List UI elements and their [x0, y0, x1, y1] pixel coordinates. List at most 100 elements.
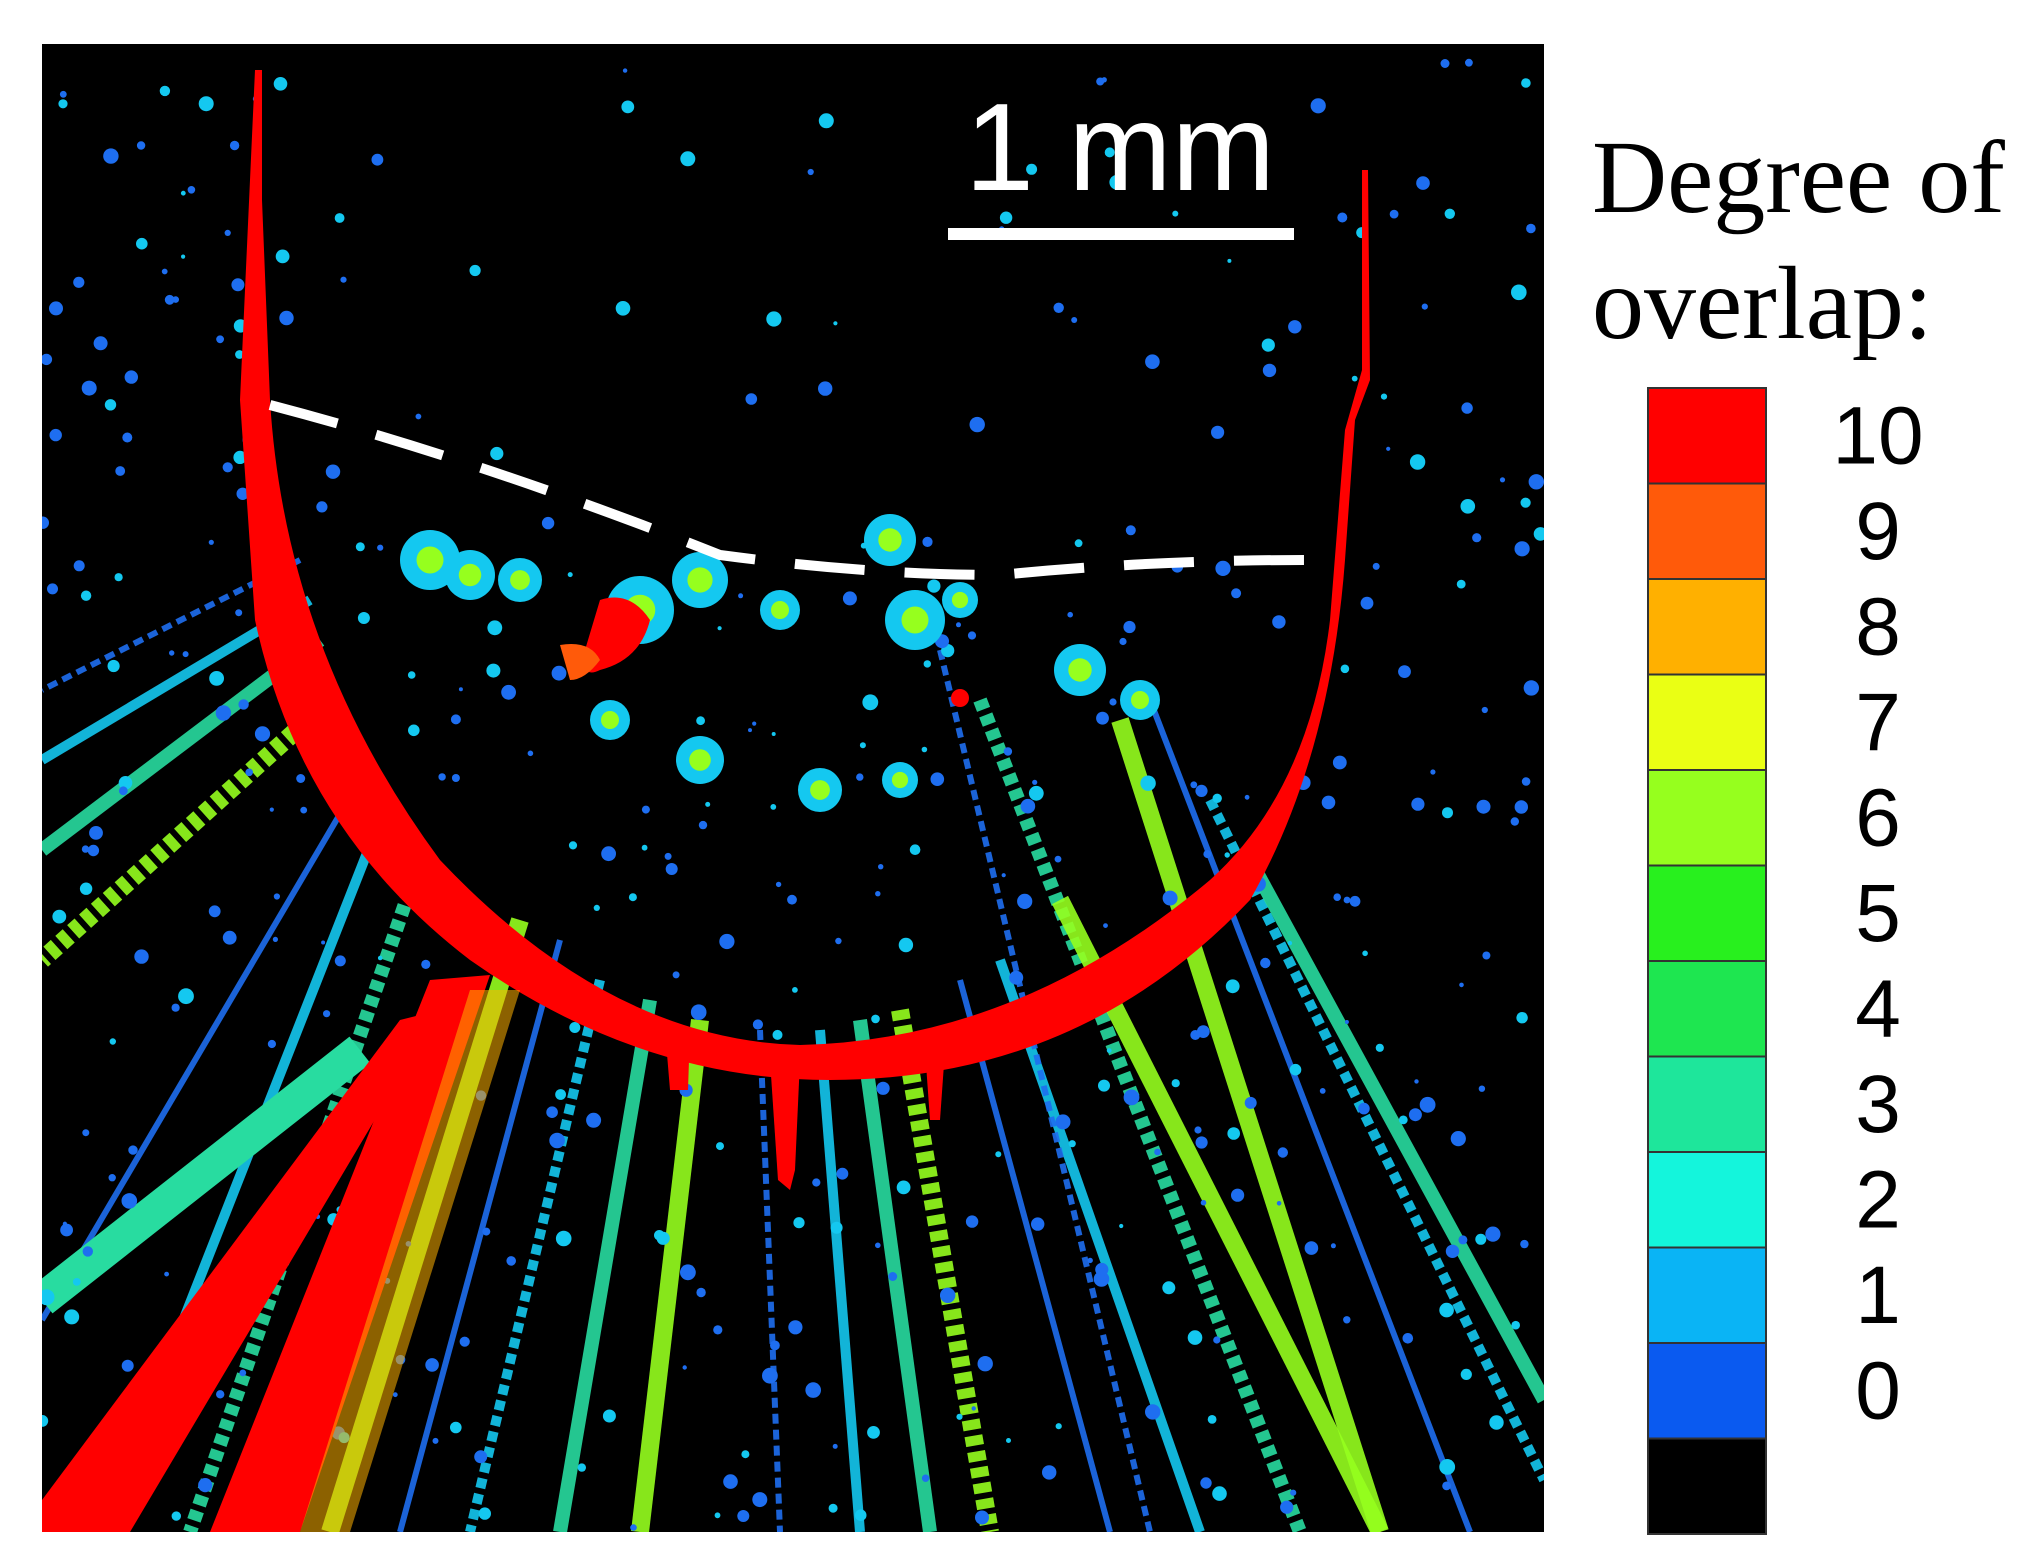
- particle-dot: [80, 590, 92, 601]
- overlap-drip: [925, 1050, 945, 1120]
- particle-dot: [109, 1038, 117, 1045]
- particle-dot: [836, 1167, 849, 1180]
- particle-trace: [937, 649, 1153, 1532]
- particle-dot: [1227, 1127, 1240, 1140]
- particle-dot: [665, 863, 678, 875]
- particle-cluster-core: [951, 591, 969, 609]
- particle-dot: [1414, 1079, 1419, 1084]
- particle-dot: [49, 301, 63, 316]
- particle-dot: [52, 909, 67, 924]
- colorbar-tick-label: 2: [1855, 1155, 1901, 1246]
- particle-dot: [1276, 1201, 1282, 1206]
- overlap-jet: [210, 975, 490, 1532]
- particle-cluster-core: [1131, 691, 1149, 709]
- particle-dot: [279, 310, 294, 326]
- particle-dot: [1408, 1108, 1422, 1122]
- colorbar-swatch: [1647, 960, 1767, 1058]
- particle-dot: [171, 1003, 180, 1012]
- particle-dot: [1244, 794, 1250, 800]
- particle-dot: [42, 353, 53, 366]
- particle-dot: [198, 96, 214, 112]
- particle-dot: [1372, 562, 1380, 570]
- particle-dot: [812, 1178, 821, 1187]
- particle-dot: [1458, 1235, 1468, 1245]
- particle-dot: [1200, 1477, 1212, 1489]
- particle-dot: [1171, 1079, 1180, 1088]
- particle-cluster-core: [416, 546, 444, 574]
- particle-dot: [1360, 596, 1374, 610]
- particle-dot: [198, 1478, 213, 1493]
- colorbar-swatch: [1647, 1246, 1767, 1344]
- particle-dot: [1231, 1188, 1245, 1202]
- overlap-jet: [42, 1010, 440, 1532]
- particle-dot: [1288, 320, 1302, 334]
- particle-dot: [719, 933, 735, 950]
- particle-dot: [551, 665, 567, 681]
- particle-dot: [1442, 1481, 1451, 1491]
- particle-dot: [208, 539, 214, 545]
- particle-dot: [450, 714, 461, 725]
- particle-dot: [1119, 637, 1127, 646]
- overlap-drip: [770, 1060, 800, 1190]
- particle-dot: [1478, 1085, 1486, 1092]
- particle-dot: [1006, 1438, 1011, 1443]
- particle-dot: [340, 276, 347, 283]
- particle-dot: [275, 249, 290, 264]
- particle-dot: [568, 841, 578, 850]
- particle-cluster-core: [687, 567, 713, 593]
- particle-dot: [1375, 1043, 1384, 1052]
- particle-dot: [977, 1356, 993, 1372]
- particle-dot: [1330, 1243, 1336, 1249]
- particle-dot: [654, 1230, 665, 1241]
- particle-dot: [1528, 474, 1544, 490]
- particle-dot: [1289, 1063, 1302, 1076]
- particle-dot: [432, 1437, 439, 1444]
- particle-dot: [628, 893, 637, 902]
- particle-dot: [231, 278, 245, 292]
- particle-dot: [690, 1004, 707, 1020]
- particle-dot: [121, 1359, 134, 1372]
- particle-dot: [1402, 1333, 1414, 1344]
- colorbar-tick-label: 1: [1855, 1250, 1901, 1341]
- particle-dot: [235, 609, 243, 617]
- particle-dot: [122, 432, 133, 443]
- particle-dot: [1287, 940, 1293, 946]
- particle-dot: [909, 844, 921, 855]
- particle-dot: [1460, 499, 1476, 514]
- particle-dot: [459, 1336, 470, 1347]
- particle-dot: [1020, 798, 1036, 814]
- particle-dot: [1510, 817, 1520, 826]
- particle-dot: [118, 786, 128, 796]
- particle-dot: [737, 1510, 750, 1522]
- particle-trace: [1243, 856, 1544, 1404]
- particle-dot: [615, 301, 631, 316]
- particle-dot: [1520, 1239, 1529, 1249]
- particle-dot: [1262, 363, 1277, 378]
- particle-dot: [1119, 1223, 1124, 1229]
- particle-dot: [108, 1174, 116, 1182]
- particle-dot: [1260, 957, 1271, 969]
- particle-dot: [717, 626, 722, 631]
- particle-dot: [115, 466, 126, 476]
- particle-dot: [555, 1089, 566, 1100]
- particle-dot: [1172, 210, 1179, 217]
- particle-dot: [569, 1022, 581, 1033]
- particle-cluster-core: [771, 601, 789, 619]
- particle-trace: [42, 693, 337, 967]
- particle-dot: [965, 1215, 979, 1228]
- particle-dot: [323, 1010, 331, 1018]
- particle-dot: [601, 846, 616, 862]
- particle-dot: [172, 296, 179, 303]
- particle-dot: [1231, 588, 1242, 599]
- colorbar-swatch: [1647, 387, 1767, 485]
- colorbar-tick-label: 4: [1855, 964, 1901, 1055]
- particle-dot: [792, 987, 798, 993]
- particle-dot: [921, 746, 928, 753]
- particle-cluster-core: [458, 563, 482, 587]
- particle-dot: [833, 321, 838, 326]
- particle-dot: [698, 820, 708, 830]
- boundary-dashed-line: [268, 400, 1306, 581]
- particle-dot: [159, 85, 171, 97]
- particle-dot: [93, 336, 108, 351]
